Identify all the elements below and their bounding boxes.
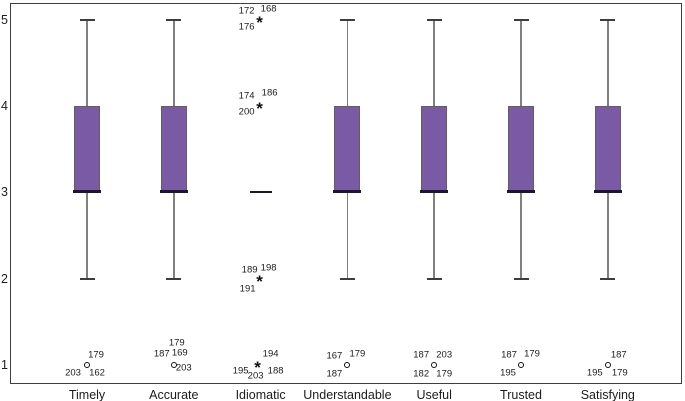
outlier-label: 186 — [261, 87, 278, 99]
outlier-label: 200 — [238, 106, 255, 118]
median-line — [73, 190, 101, 194]
outlier-label: 195 — [500, 367, 516, 379]
lower-whisker-cap — [339, 277, 355, 280]
outlier-label: 187 — [153, 348, 170, 360]
outlier-asterisk: * — [256, 99, 263, 119]
outlier-label: 174 — [238, 90, 255, 102]
outlier-label: 203 — [65, 367, 81, 379]
lower-whisker — [173, 192, 175, 279]
x-tick-label: Useful — [416, 388, 452, 401]
outlier-label: 179 — [168, 337, 185, 349]
x-tick-label: Accurate — [149, 388, 199, 401]
outlier-label: 187 — [413, 349, 430, 361]
x-tick-label: Satisfying — [580, 388, 635, 401]
upper-whisker-cap — [166, 18, 182, 21]
outlier-label: 168 — [260, 3, 277, 15]
outlier-label: 169 — [171, 347, 188, 359]
outlier-label: 179 — [436, 368, 453, 380]
outlier-label: 195 — [586, 367, 603, 379]
median-line — [507, 190, 535, 194]
x-tick-label: Understandable — [303, 388, 392, 401]
outlier-circle — [344, 361, 351, 368]
outlier-label: 182 — [413, 368, 430, 380]
outlier-asterisk: * — [256, 12, 263, 32]
lower-whisker — [433, 192, 435, 279]
outlier-circle — [517, 361, 524, 368]
lower-whisker — [346, 192, 349, 279]
outlier-label: 167 — [326, 350, 343, 362]
x-tick-label: Timely — [68, 388, 106, 401]
y-tick-label: 4 — [1, 99, 8, 114]
upper-whisker — [86, 19, 88, 107]
outlier-label: 194 — [262, 348, 279, 360]
upper-whisker — [520, 19, 522, 107]
outlier-circle — [83, 361, 90, 368]
outlier-label: 179 — [611, 367, 628, 379]
upper-whisker — [173, 19, 175, 107]
outlier-label: 162 — [89, 367, 105, 379]
y-tick-label: 5 — [1, 12, 8, 27]
outlier-label: 179 — [524, 348, 540, 360]
outlier-label: 187 — [610, 349, 627, 361]
outlier-label: 179 — [88, 349, 104, 361]
outlier-label: 188 — [267, 365, 284, 377]
outlier-label: 187 — [501, 349, 517, 361]
upper-whisker-cap — [426, 18, 442, 21]
box — [160, 106, 187, 193]
outlier-asterisk: * — [254, 358, 261, 377]
plot-frame — [10, 3, 682, 384]
median-line — [249, 190, 272, 194]
median-line — [593, 190, 622, 194]
outlier-asterisk: * — [256, 271, 263, 291]
x-tick-label: Trusted — [500, 388, 542, 401]
box — [508, 106, 534, 193]
lower-whisker-cap — [426, 277, 442, 280]
box — [334, 106, 361, 193]
outlier-label: 191 — [239, 283, 256, 295]
y-tick-label: 1 — [1, 358, 8, 372]
upper-whisker-cap — [79, 18, 95, 21]
outlier-circle — [430, 361, 437, 368]
outlier-circle — [604, 361, 611, 368]
lower-whisker — [607, 192, 609, 279]
box — [594, 106, 621, 193]
upper-whisker — [433, 19, 435, 107]
x-tick-label: Idiomatic — [235, 388, 286, 401]
outlier-label: 203 — [175, 362, 192, 374]
outlier-label: 189 — [241, 264, 258, 276]
upper-whisker — [607, 19, 609, 107]
y-tick-label: 2 — [1, 271, 8, 286]
box — [421, 106, 448, 193]
upper-whisker-cap — [339, 18, 355, 21]
outlier-label: 187 — [326, 368, 343, 380]
lower-whisker-cap — [166, 277, 182, 280]
outlier-label: 179 — [349, 348, 366, 360]
upper-whisker-cap — [513, 18, 529, 21]
median-line — [420, 190, 449, 194]
lower-whisker-cap — [513, 277, 529, 280]
lower-whisker — [86, 192, 88, 279]
y-tick-label: 3 — [1, 185, 8, 200]
outlier-label: 203 — [247, 370, 264, 382]
upper-whisker — [346, 19, 349, 107]
outlier-label: 195 — [232, 365, 249, 377]
upper-whisker-cap — [600, 18, 616, 21]
box — [74, 106, 100, 193]
outlier-circle — [170, 361, 177, 368]
outlier-label: 172 — [238, 5, 255, 17]
outlier-label: 203 — [436, 349, 453, 361]
outlier-label: 198 — [260, 262, 277, 274]
median-line — [333, 190, 362, 194]
median-line — [159, 190, 188, 194]
lower-whisker-cap — [600, 277, 616, 280]
outlier-label: 176 — [238, 21, 255, 33]
lower-whisker — [520, 192, 522, 279]
lower-whisker-cap — [79, 277, 95, 280]
